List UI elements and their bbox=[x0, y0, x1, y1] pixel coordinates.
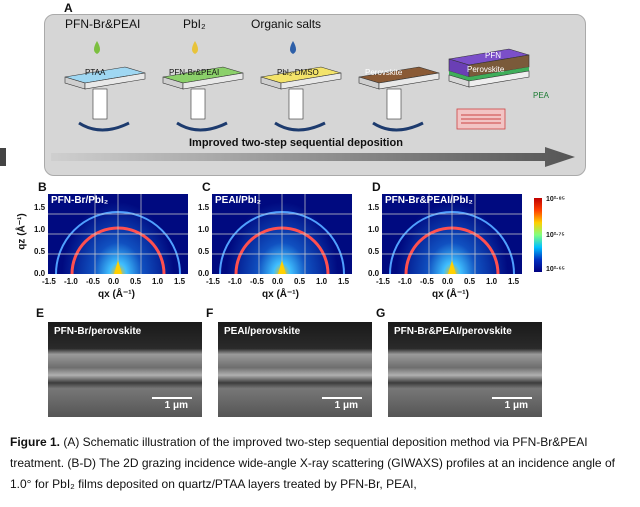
layer-label-1: PTAA bbox=[85, 68, 106, 77]
panel-a-letter: A bbox=[64, 1, 73, 15]
drop-green-icon bbox=[94, 41, 100, 54]
giwaxs-heatmap bbox=[212, 194, 352, 274]
y-tick-label: 1.5 bbox=[368, 203, 380, 212]
x-tick-label: 0.0 bbox=[108, 277, 120, 286]
giwaxs-panel-label: PFN-Br/PbI₂ bbox=[51, 195, 109, 206]
spin-coater-3 bbox=[260, 66, 342, 132]
colorbar bbox=[534, 198, 542, 272]
stack-label-perovskite: Perovskite bbox=[467, 65, 505, 74]
x-tick-label: -1.0 bbox=[228, 277, 242, 286]
panel-a-schematic: PFN-Br&PEAI PbI₂ Organic salts PTAA PFN-… bbox=[44, 14, 586, 176]
y-tick-label: 1.5 bbox=[34, 203, 46, 212]
giwaxs-heatmap bbox=[382, 194, 522, 274]
sem-panel-letter: E bbox=[36, 306, 45, 320]
x-tick-label: 0.5 bbox=[294, 277, 306, 286]
sem-panel-letter: F bbox=[206, 306, 214, 320]
x-tick-label: 1.0 bbox=[152, 277, 164, 286]
colorbar-max: 10²·⁸⁵ bbox=[546, 196, 566, 203]
x-tick-label: -0.5 bbox=[250, 277, 264, 286]
process-arrow bbox=[51, 147, 575, 167]
x-tick-label: 1.0 bbox=[316, 277, 328, 286]
x-tick-label: 1.0 bbox=[486, 277, 498, 286]
figure-caption: Figure 1. (A) Schematic illustration of … bbox=[10, 432, 632, 495]
y-tick-label: 0.0 bbox=[368, 269, 380, 278]
sem-panel-label: PFN-Br&PEAI/perovskite bbox=[394, 326, 512, 337]
reagent-label-2: PbI₂ bbox=[183, 17, 206, 31]
sem-panel-label: PEAI/perovskite bbox=[224, 326, 301, 337]
x-tick-label: 1.5 bbox=[338, 277, 350, 286]
arrow-label: Improved two-step sequential deposition bbox=[189, 137, 403, 149]
y-tick-label: 1.5 bbox=[198, 203, 210, 212]
drop-yellow-icon bbox=[192, 41, 198, 54]
reagent-label-1: PFN-Br&PEAI bbox=[65, 17, 141, 31]
x-tick-label: -1.5 bbox=[42, 277, 56, 286]
device-stack bbox=[448, 48, 530, 130]
giwaxs-panel-letter: C bbox=[202, 180, 211, 194]
y-tick-label: 1.0 bbox=[368, 225, 380, 234]
sem-image: PFN-Br/perovskite 1 μm bbox=[48, 322, 202, 417]
y-tick-label: 0.5 bbox=[34, 247, 46, 256]
sem-panel-letter: G bbox=[376, 306, 386, 320]
x-tick-label: 0.5 bbox=[464, 277, 476, 286]
sem-image: PEAI/perovskite 1 μm bbox=[218, 322, 372, 417]
y-axis-label: qz (Å⁻¹) bbox=[16, 213, 28, 250]
y-tick-label: 1.0 bbox=[198, 225, 210, 234]
y-tick-label: 0.5 bbox=[368, 247, 380, 256]
x-tick-label: -1.0 bbox=[64, 277, 78, 286]
scale-bar-label: 1 μm bbox=[504, 400, 528, 411]
x-tick-label: 0.5 bbox=[130, 277, 142, 286]
scale-bar-label: 1 μm bbox=[164, 400, 188, 411]
x-tick-label: 1.5 bbox=[174, 277, 186, 286]
scale-bar bbox=[492, 397, 532, 399]
x-tick-label: -1.5 bbox=[206, 277, 220, 286]
x-tick-label: -0.5 bbox=[420, 277, 434, 286]
y-tick-label: 0.5 bbox=[198, 247, 210, 256]
left-edge-mark bbox=[0, 148, 6, 166]
x-tick-label: 0.0 bbox=[272, 277, 284, 286]
scale-bar bbox=[322, 397, 362, 399]
x-axis-label: qx (Å⁻¹) bbox=[98, 289, 135, 300]
y-tick-label: 0.0 bbox=[198, 269, 210, 278]
giwaxs-panel-label: PEAI/PbI₂ bbox=[215, 195, 262, 206]
spin-coater-4 bbox=[358, 66, 440, 132]
stack-label-pea: PEA bbox=[533, 91, 550, 100]
y-tick-label: 0.0 bbox=[34, 269, 46, 278]
x-tick-label: 1.5 bbox=[508, 277, 520, 286]
sem-image: PFN-Br&PEAI/perovskite 1 μm bbox=[388, 322, 542, 417]
x-axis-label: qx (Å⁻¹) bbox=[432, 289, 469, 300]
x-tick-label: -0.5 bbox=[86, 277, 100, 286]
x-tick-label: 0.0 bbox=[442, 277, 454, 286]
spin-coater-1 bbox=[64, 66, 146, 132]
layer-label-2: PFN-Br&PEAI bbox=[169, 68, 220, 77]
colorbar-min: 10²·⁶⁵ bbox=[546, 266, 565, 273]
giwaxs-panel-label: PFN-Br&PEAI/PbI₂ bbox=[385, 195, 473, 206]
caption-figure-number: Figure 1. bbox=[10, 435, 61, 449]
giwaxs-heatmap bbox=[48, 194, 188, 274]
scale-bar bbox=[152, 397, 192, 399]
spin-coater-2 bbox=[162, 66, 244, 132]
y-tick-label: 1.0 bbox=[34, 225, 46, 234]
caption-text: (A) Schematic illustration of the improv… bbox=[10, 435, 615, 491]
x-axis-label: qx (Å⁻¹) bbox=[262, 289, 299, 300]
layer-label-3: PbI₂-DMSO bbox=[277, 68, 319, 77]
x-tick-label: -1.5 bbox=[376, 277, 390, 286]
panel-a-drawing bbox=[51, 41, 575, 167]
drop-blue-icon bbox=[290, 41, 296, 54]
scale-bar-label: 1 μm bbox=[334, 400, 358, 411]
x-tick-label: -1.0 bbox=[398, 277, 412, 286]
reagent-label-3: Organic salts bbox=[251, 17, 322, 31]
layer-label-4: Perovskite bbox=[365, 68, 403, 77]
sem-panel-label: PFN-Br/perovskite bbox=[54, 326, 142, 337]
stack-label-pfn: PFN bbox=[485, 51, 501, 60]
colorbar-mid: 10²·⁷⁵ bbox=[546, 232, 565, 239]
giwaxs-panel-letter: D bbox=[372, 180, 381, 194]
giwaxs-panel-letter: B bbox=[38, 180, 47, 194]
